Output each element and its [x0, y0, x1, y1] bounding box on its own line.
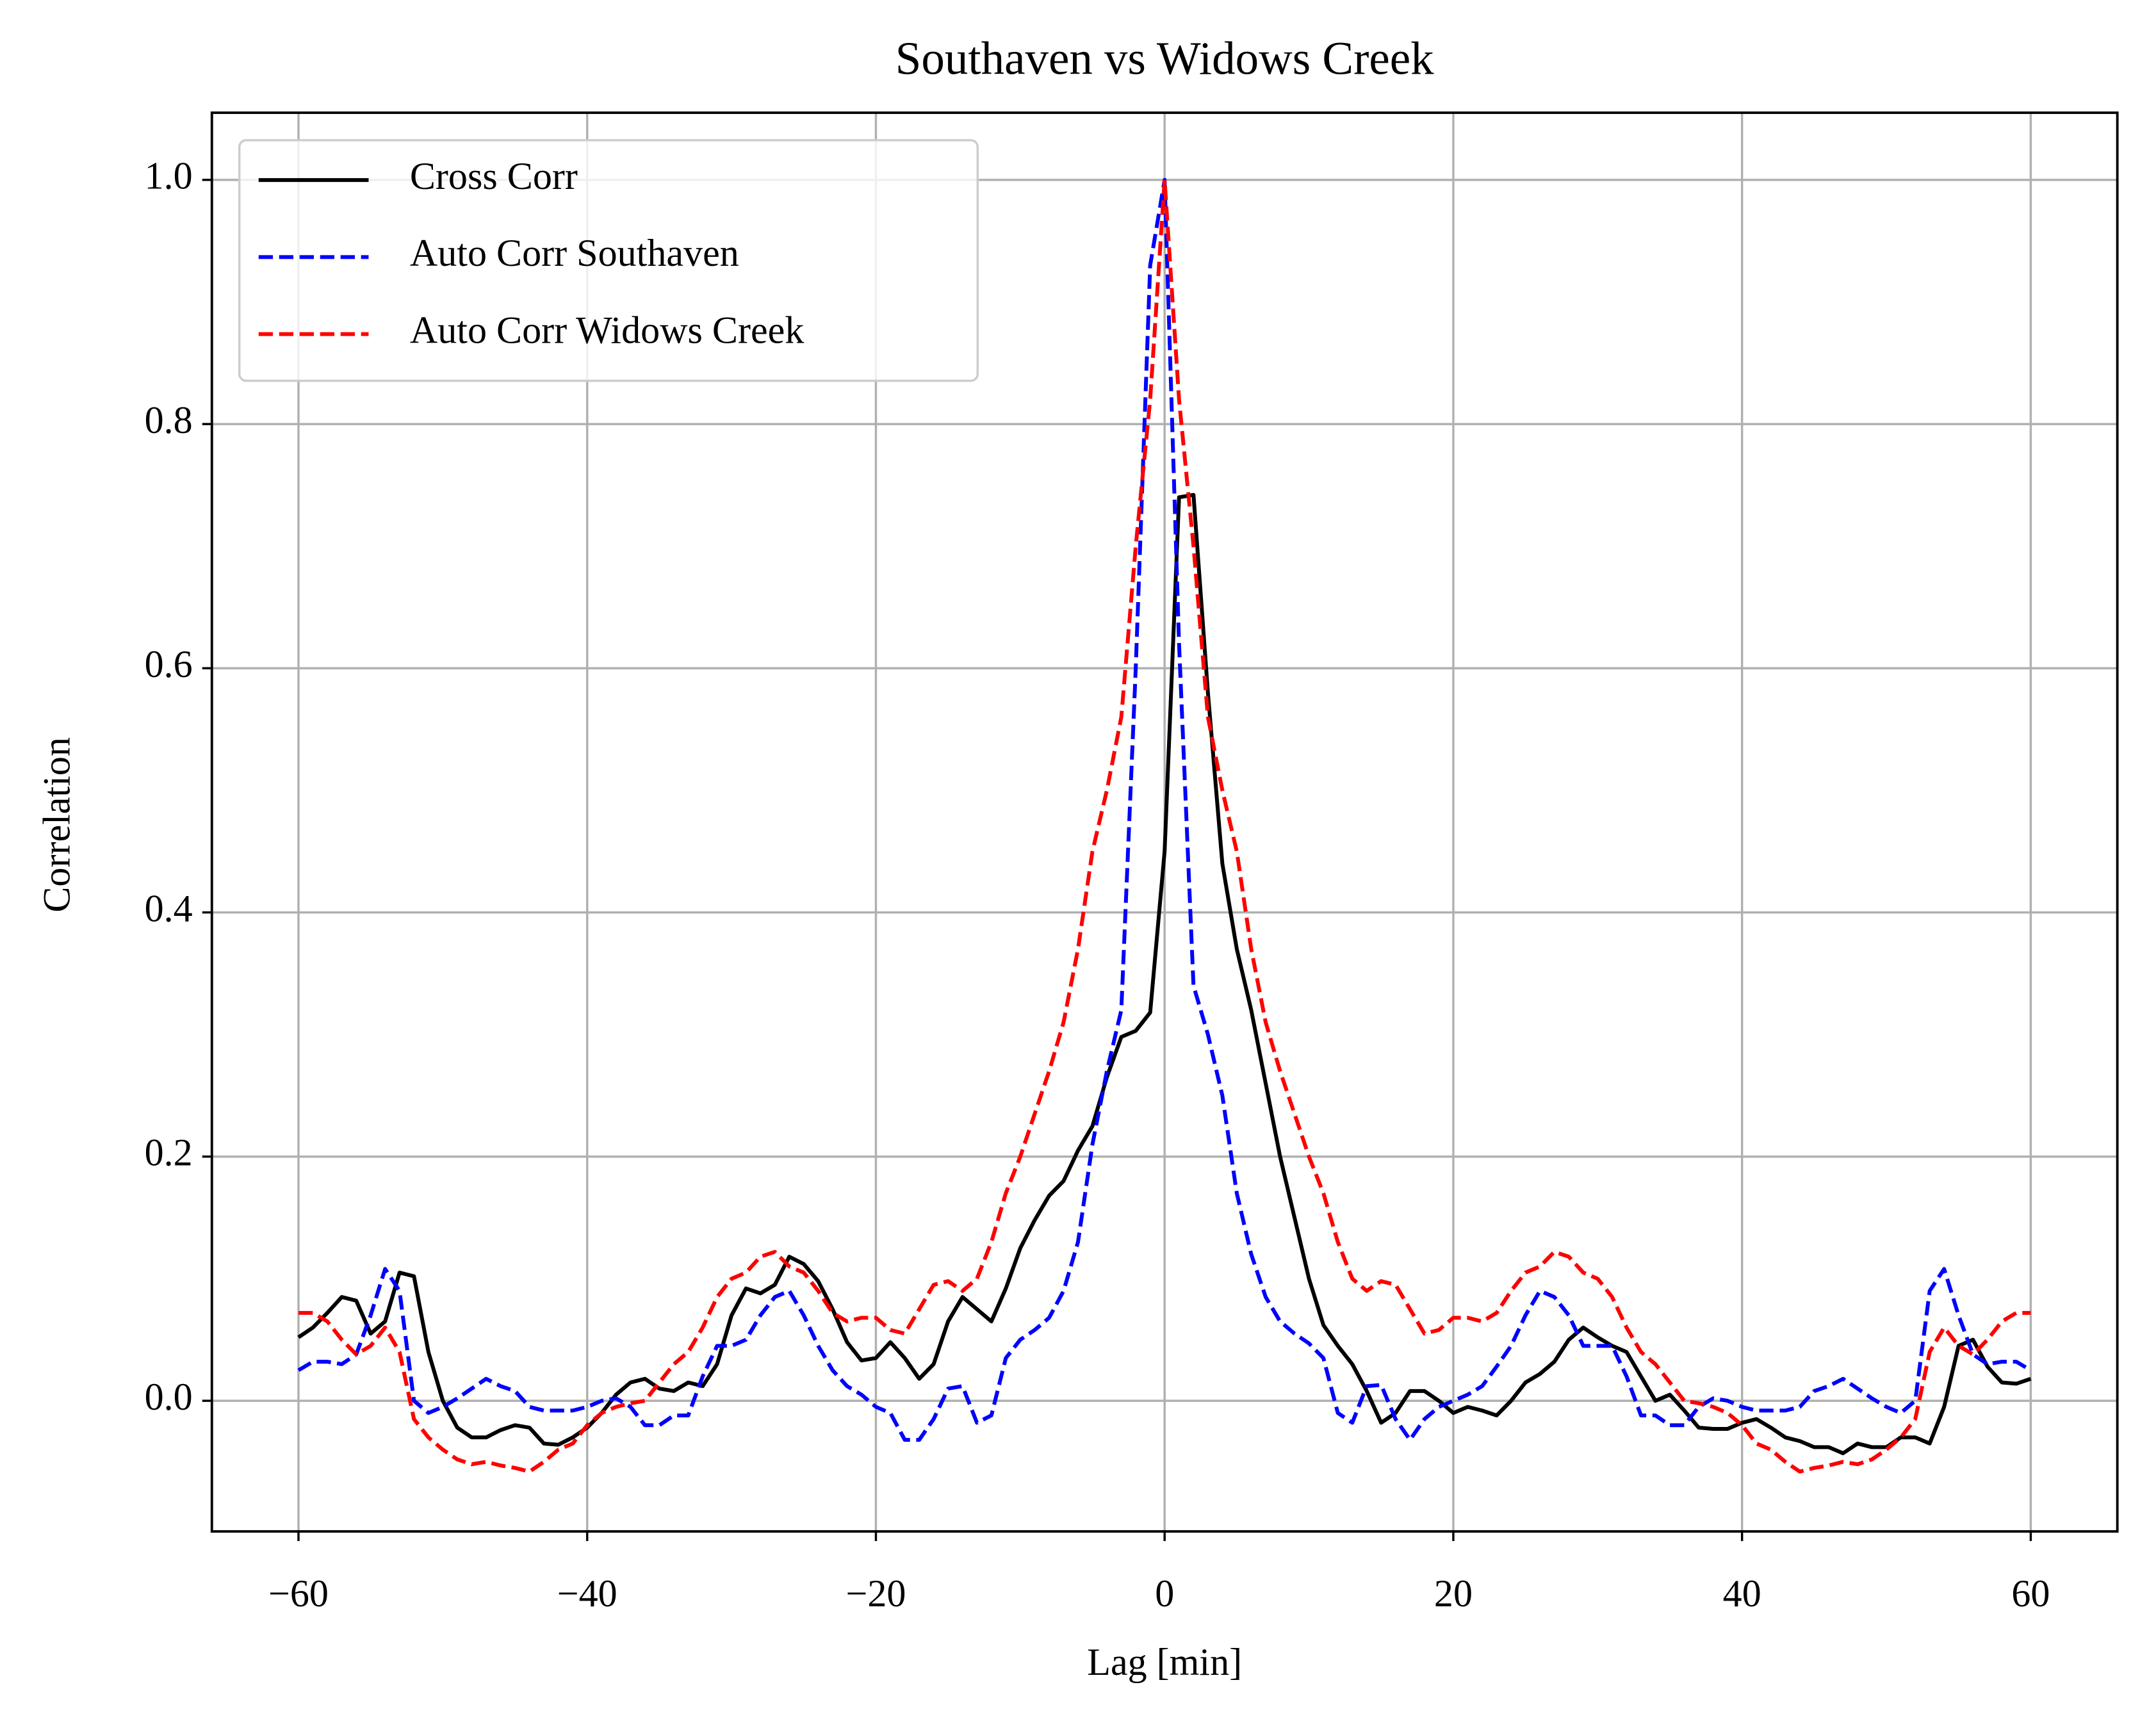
y-tick-label: 0.6 [145, 642, 193, 685]
x-tick-label: 40 [1723, 1572, 1761, 1615]
x-tick-label: 60 [2011, 1572, 2050, 1615]
y-tick-label: 0.0 [145, 1375, 193, 1418]
legend-label: Auto Corr Southaven [410, 231, 739, 274]
x-tick-label: 0 [1155, 1572, 1174, 1615]
y-tick-label: 0.8 [145, 398, 193, 441]
x-tick-label: −40 [557, 1572, 617, 1615]
x-axis-label: Lag [min] [1087, 1640, 1242, 1683]
y-tick-label: 0.2 [145, 1131, 193, 1174]
series-line [297, 177, 2032, 1442]
y-tick-label: 1.0 [145, 154, 193, 197]
x-tick-label: 20 [1434, 1572, 1473, 1615]
legend-box [238, 139, 979, 382]
legend: Cross Corr Auto Corr Southaven Auto Corr W… [238, 139, 979, 382]
chart-title: Southaven vs Widows Creek [895, 32, 1434, 84]
x-tick-label: −60 [268, 1572, 329, 1615]
legend-label: Cross Corr [410, 154, 578, 197]
series-line [298, 177, 2031, 1474]
plot-frame [210, 111, 2119, 1533]
legend-label: Auto Corr Widows Creek [410, 308, 804, 351]
y-tick-label: 0.4 [145, 886, 193, 929]
x-tick-label: −20 [845, 1572, 906, 1615]
y-axis-label: Correlation [35, 737, 78, 913]
